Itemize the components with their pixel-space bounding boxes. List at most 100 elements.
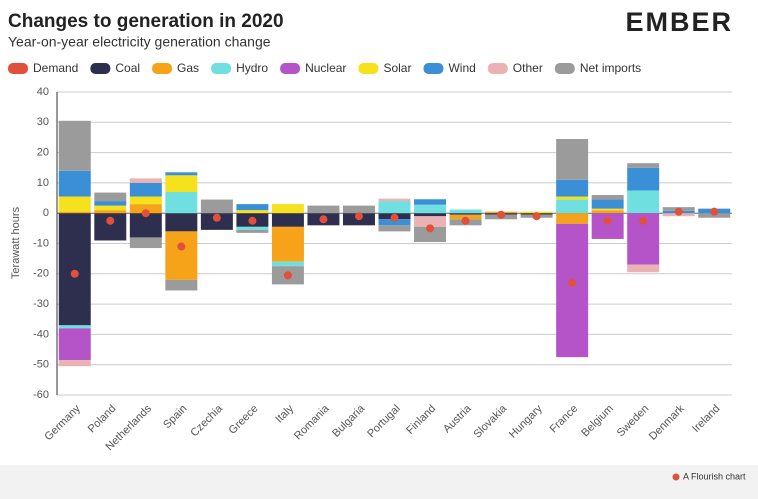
y-tick-label: 40 bbox=[37, 86, 49, 98]
bar-segment bbox=[378, 219, 411, 226]
demand-dot bbox=[710, 207, 719, 216]
legend-label: Nuclear bbox=[305, 61, 346, 75]
bar-segment bbox=[200, 199, 233, 214]
bar-segment bbox=[591, 208, 624, 211]
y-tick-label: -10 bbox=[33, 237, 49, 249]
bar-segment bbox=[236, 204, 269, 211]
x-tick-label: Bulgaria bbox=[330, 402, 368, 440]
bar-segment bbox=[271, 261, 304, 267]
demand-dot bbox=[354, 212, 363, 221]
legend-label: Wind bbox=[448, 61, 475, 75]
x-tick-label: Italy bbox=[273, 402, 296, 425]
bar-segment bbox=[414, 204, 447, 214]
demand-dot bbox=[70, 269, 79, 278]
bar-segment bbox=[591, 195, 624, 200]
footer-bg bbox=[0, 465, 758, 499]
x-tick-label: Greece bbox=[227, 403, 261, 437]
bar-segment bbox=[129, 237, 162, 249]
bar-segment bbox=[414, 213, 447, 217]
legend-label: Gas bbox=[177, 61, 199, 75]
demand-dot bbox=[283, 271, 292, 280]
bar-segment bbox=[165, 175, 198, 192]
bar-segment bbox=[556, 196, 589, 200]
legend-swatch bbox=[211, 63, 232, 74]
bar-segment bbox=[129, 213, 162, 238]
chart-title: Changes to generation in 2020 bbox=[8, 11, 284, 32]
bar-segment bbox=[165, 231, 198, 280]
bar-segment bbox=[94, 210, 127, 214]
demand-dot bbox=[426, 224, 435, 233]
bar-segment bbox=[236, 210, 269, 214]
bar-segment bbox=[236, 226, 269, 230]
y-tick-label: -30 bbox=[33, 298, 49, 310]
bar-segment bbox=[627, 167, 660, 191]
x-tick-label: Ireland bbox=[690, 403, 722, 435]
y-tick-label: -60 bbox=[33, 389, 49, 401]
demand-dot bbox=[319, 215, 328, 224]
bar-segment bbox=[449, 209, 482, 214]
bar-segment bbox=[556, 179, 589, 197]
y-tick-label: 10 bbox=[37, 177, 49, 189]
y-tick-label: -40 bbox=[33, 328, 49, 340]
x-tick-label: Germany bbox=[42, 402, 83, 443]
bar-segment bbox=[414, 226, 447, 242]
legend-swatch bbox=[8, 63, 28, 74]
legend-swatch bbox=[90, 63, 111, 74]
bar-segment bbox=[58, 325, 91, 329]
bar-segment bbox=[378, 201, 411, 214]
bar-segment bbox=[58, 211, 91, 214]
bar-segment bbox=[556, 213, 589, 224]
demand-dot bbox=[497, 210, 506, 219]
legend-label: Demand bbox=[33, 61, 78, 75]
legend-swatch bbox=[554, 63, 575, 74]
legend-label: Other bbox=[513, 61, 543, 75]
x-tick-label: Denmark bbox=[647, 402, 687, 442]
legend-label: Solar bbox=[383, 61, 411, 75]
bar-segment bbox=[129, 178, 162, 183]
x-tick-label: Czechia bbox=[188, 402, 225, 439]
x-tick-label: Finland bbox=[404, 403, 438, 437]
bar-segment bbox=[94, 201, 127, 206]
x-tick-label: Portugal bbox=[365, 403, 402, 440]
bar-segment bbox=[58, 170, 91, 197]
bar-segment bbox=[271, 204, 304, 214]
bar-segment bbox=[378, 198, 411, 202]
bar-segment bbox=[556, 138, 589, 180]
bar-segment bbox=[165, 172, 198, 176]
x-tick-label: Poland bbox=[86, 403, 119, 436]
bar-segment bbox=[627, 264, 660, 273]
chart-subtitle: Year-on-year electricity generation chan… bbox=[8, 34, 271, 50]
legend-label: Hydro bbox=[236, 61, 268, 75]
footer[interactable]: A Flourish chart bbox=[683, 471, 746, 481]
bar-segment bbox=[236, 229, 269, 233]
demand-dot bbox=[639, 216, 648, 225]
demand-dot bbox=[390, 213, 399, 222]
y-tick-label: 0 bbox=[43, 207, 49, 219]
bar-segment bbox=[378, 225, 411, 232]
demand-dot bbox=[248, 216, 257, 225]
y-tick-label: 20 bbox=[37, 147, 49, 159]
demand-dot bbox=[177, 242, 186, 251]
bar-segment bbox=[627, 163, 660, 168]
flourish-icon bbox=[672, 473, 680, 481]
demand-dot bbox=[568, 278, 577, 287]
bar-segment bbox=[58, 213, 91, 326]
bar-segment bbox=[449, 213, 482, 215]
bar-segment bbox=[271, 213, 304, 227]
bar-segment bbox=[58, 120, 91, 171]
y-axis-label: Terawatt hours bbox=[10, 206, 22, 279]
legend-swatch bbox=[487, 63, 508, 74]
logo: EMBER bbox=[625, 7, 733, 37]
bar-segment bbox=[129, 204, 162, 214]
y-tick-label: -50 bbox=[33, 359, 49, 371]
bar-segment bbox=[165, 191, 198, 214]
x-tick-label: Sweden bbox=[615, 403, 652, 440]
bar-segment bbox=[58, 360, 91, 367]
y-tick-label: 30 bbox=[37, 116, 49, 128]
bar-segment bbox=[58, 196, 91, 212]
bar-segment bbox=[165, 279, 198, 291]
bar-segment bbox=[342, 205, 375, 214]
x-tick-label: Hungary bbox=[507, 402, 545, 440]
